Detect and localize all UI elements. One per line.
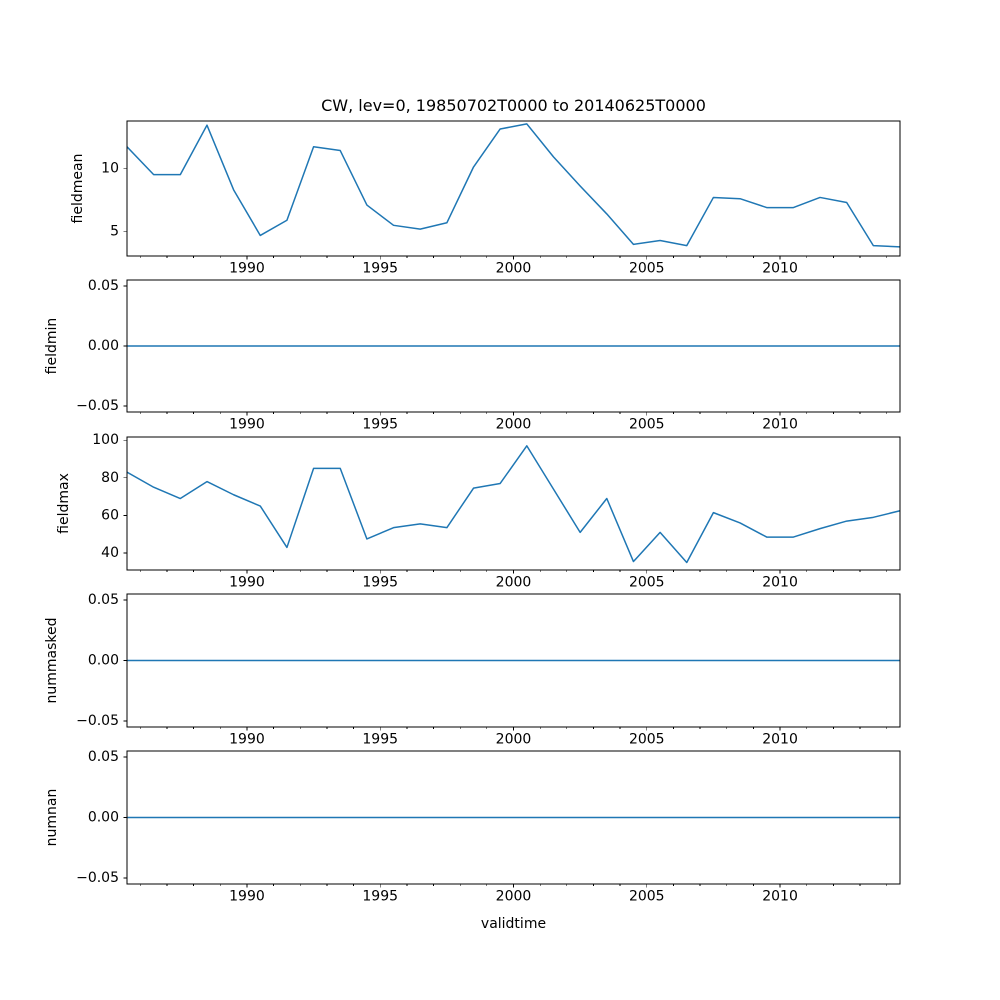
x-tick-label: 2005 [629, 732, 665, 748]
subplot-numnan: 1990 1995 2000 2005 2010 −0.05 0.00 0.05 numnan [44, 749, 901, 905]
axes-frame-fieldmax [126, 436, 901, 571]
axes-frame-fieldmean [126, 120, 901, 257]
x-tick-label: 1990 [229, 575, 265, 591]
y-tick-label: 0.05 [88, 592, 119, 608]
y-tick-label: 80 [101, 470, 119, 486]
x-tick-label: 2010 [762, 261, 798, 277]
x-tick-label: 1995 [362, 889, 398, 905]
subplot-fieldmax: 1990 1995 2000 2005 2010 40 60 80 100 fieldmax [56, 432, 901, 591]
y-tick-label: 10 [101, 160, 119, 176]
x-tick-label: 2010 [762, 889, 798, 905]
x-tick-label: 2000 [496, 261, 532, 277]
axes-frame-fieldmin [126, 279, 901, 413]
x-tick-label: 2005 [629, 417, 665, 433]
y-axis-label-fieldmax: fieldmax [56, 473, 72, 534]
x-tick-label: 1995 [362, 261, 398, 277]
y-tick-label: 0.05 [88, 278, 119, 294]
x-tick-label: 2000 [496, 417, 532, 433]
subplot-fieldmin: 1990 1995 2000 2005 2010 −0.05 0.00 0.05 fieldmi… [44, 278, 901, 433]
y-tick-label: 0.00 [88, 653, 119, 669]
x-tick-label: 2005 [629, 575, 665, 591]
y-tick-label: −0.05 [76, 713, 119, 729]
y-axis-label-fieldmean: fieldmean [70, 154, 86, 224]
x-tick-label: 1995 [362, 417, 398, 433]
x-tick-label: 1990 [229, 417, 265, 433]
x-tick-label: 1995 [362, 732, 398, 748]
x-axis-label: validtime [480, 916, 547, 932]
x-tick-label: 1990 [229, 732, 265, 748]
subplot-nummasked: 1990 1995 2000 2005 2010 −0.05 0.00 0.05 nummask… [44, 592, 901, 748]
x-tick-label: 2010 [762, 732, 798, 748]
x-tick-label: 2000 [496, 732, 532, 748]
axes-frame-numnan [126, 750, 901, 885]
x-tick-label: 1995 [362, 575, 398, 591]
axes-frame-nummasked [126, 593, 901, 728]
x-tick-label: 2010 [762, 575, 798, 591]
chart-title: CW, lev=0, 19850702T0000 to 20140625T000… [321, 96, 706, 115]
y-tick-label: −0.05 [76, 398, 119, 414]
fieldmax-line [126, 445, 901, 564]
y-tick-label: 40 [101, 545, 119, 561]
subplot-fieldmean: 1990 1995 2000 2005 2010 5 10 fieldmean [70, 120, 901, 277]
y-axis-label-fieldmin: fieldmin [44, 318, 60, 375]
y-tick-label: 5 [110, 224, 119, 240]
x-tick-label: 2005 [629, 889, 665, 905]
y-axis-label-numnan: numnan [44, 789, 60, 847]
x-tick-label: 2005 [629, 261, 665, 277]
x-tick-label: 2000 [496, 889, 532, 905]
y-tick-label: 60 [101, 507, 119, 523]
x-tick-label: 1990 [229, 261, 265, 277]
x-tick-label: 2000 [496, 575, 532, 591]
y-axis-label-nummasked: nummasked [44, 617, 60, 703]
y-tick-label: 100 [92, 432, 119, 448]
x-tick-label: 1990 [229, 889, 265, 905]
y-tick-label: 0.00 [88, 338, 119, 354]
y-tick-label: 0.05 [88, 749, 119, 765]
y-tick-label: 0.00 [88, 810, 119, 826]
y-tick-label: −0.05 [76, 870, 119, 886]
x-tick-label: 2010 [762, 417, 798, 433]
fieldmean-line [126, 123, 901, 248]
